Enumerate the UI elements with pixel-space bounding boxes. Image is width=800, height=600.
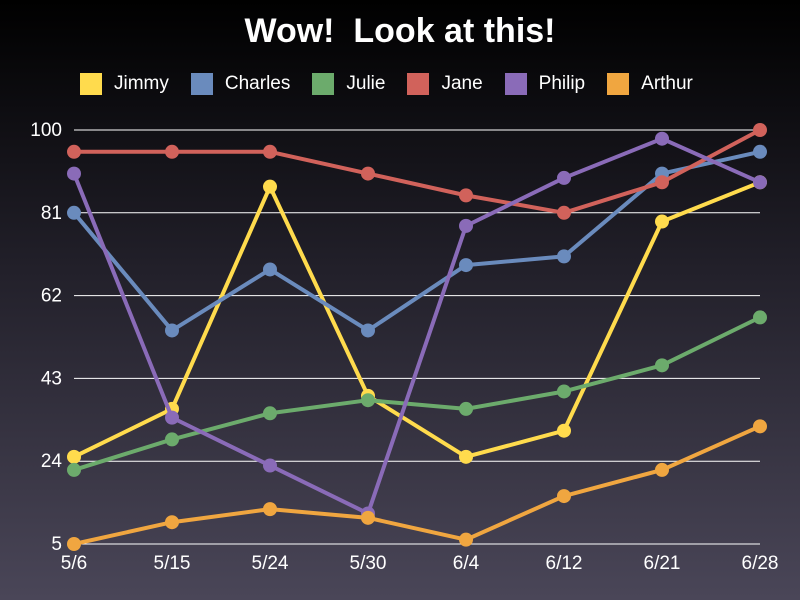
- data-point: [753, 310, 767, 325]
- y-tick-label: 43: [41, 368, 62, 389]
- data-point: [459, 258, 473, 273]
- legend-label: Jimmy: [114, 73, 169, 94]
- series-philip: [67, 131, 767, 521]
- legend: Jimmy Charles Julie Jane Philip Arthur: [80, 72, 715, 96]
- legend-label: Charles: [224, 73, 291, 94]
- legend-swatch: [80, 73, 102, 95]
- legend-label: Jane: [441, 73, 483, 94]
- data-point: [67, 166, 81, 181]
- series-line: [72, 424, 762, 546]
- legend-item-charles: Charles: [190, 73, 291, 95]
- data-point: [557, 489, 571, 504]
- data-point: [753, 123, 767, 137]
- legend-swatch: [607, 73, 630, 95]
- data-point: [655, 462, 669, 477]
- data-point: [67, 449, 81, 464]
- legend-item-jane: Jane: [407, 73, 483, 95]
- legend-item-philip: Philip: [504, 73, 586, 95]
- data-point: [753, 144, 767, 159]
- data-point: [557, 205, 571, 220]
- x-tick-label: 6/4: [453, 553, 480, 574]
- data-point: [263, 179, 277, 194]
- data-point: [459, 532, 473, 547]
- data-point: [655, 175, 669, 190]
- series-arthur: [67, 419, 767, 551]
- legend-item-jimmy: Jimmy: [80, 73, 169, 95]
- legend-label: Julie: [346, 73, 386, 94]
- legend-swatch: [504, 73, 527, 95]
- data-point: [753, 175, 767, 190]
- series-jane: [67, 123, 767, 220]
- data-point: [655, 214, 669, 229]
- data-point: [655, 358, 669, 373]
- data-point: [67, 205, 81, 220]
- data-point: [263, 406, 277, 421]
- data-point: [263, 502, 277, 517]
- series-line: [72, 315, 762, 472]
- legend-swatch: [312, 73, 335, 95]
- data-point: [459, 218, 473, 233]
- data-point: [557, 249, 571, 264]
- data-point: [165, 323, 179, 338]
- legend-swatch: [190, 73, 213, 95]
- x-tick-label: 5/24: [252, 553, 289, 574]
- data-point: [361, 323, 375, 338]
- x-tick-label: 5/15: [154, 553, 191, 574]
- legend-label: Philip: [538, 73, 586, 94]
- data-point: [263, 262, 277, 277]
- data-point: [361, 510, 375, 525]
- x-tick-label: 6/12: [546, 553, 583, 574]
- data-point: [67, 144, 81, 159]
- data-point: [165, 410, 179, 425]
- data-point: [165, 515, 179, 530]
- y-tick-label: 100: [30, 120, 62, 141]
- data-point: [459, 188, 473, 203]
- data-point: [361, 393, 375, 408]
- data-point: [263, 144, 277, 159]
- y-tick-label: 5: [51, 534, 62, 555]
- y-tick-label: 62: [41, 286, 62, 307]
- series-charles: [67, 144, 767, 338]
- series-julie: [67, 310, 767, 477]
- data-point: [557, 423, 571, 438]
- y-tick-label: 24: [41, 451, 63, 472]
- data-point: [165, 144, 179, 159]
- x-tick-label: 5/6: [61, 553, 87, 574]
- data-point: [67, 462, 81, 477]
- legend-label: Arthur: [641, 73, 693, 94]
- x-tick-label: 6/21: [644, 553, 681, 574]
- series-line: [72, 136, 762, 516]
- data-point: [753, 419, 767, 434]
- data-point: [557, 170, 571, 185]
- chart-title: Wow! Look at this!: [244, 12, 556, 50]
- legend-item-julie: Julie: [312, 73, 385, 95]
- gridlines: [74, 129, 760, 545]
- y-tick-label: 81: [41, 203, 62, 224]
- data-point: [165, 432, 179, 447]
- data-point: [459, 449, 473, 464]
- legend-swatch: [407, 73, 430, 95]
- legend-item-arthur: Arthur: [607, 73, 693, 95]
- x-tick-label: 6/28: [742, 553, 779, 574]
- data-point: [361, 166, 375, 181]
- data-point: [459, 401, 473, 416]
- series-line: [72, 180, 762, 459]
- data-point: [655, 131, 669, 146]
- x-tick-label: 5/30: [350, 553, 387, 574]
- data-point: [263, 458, 277, 473]
- data-point: [67, 537, 81, 551]
- series-line: [72, 128, 762, 215]
- data-point: [557, 384, 571, 399]
